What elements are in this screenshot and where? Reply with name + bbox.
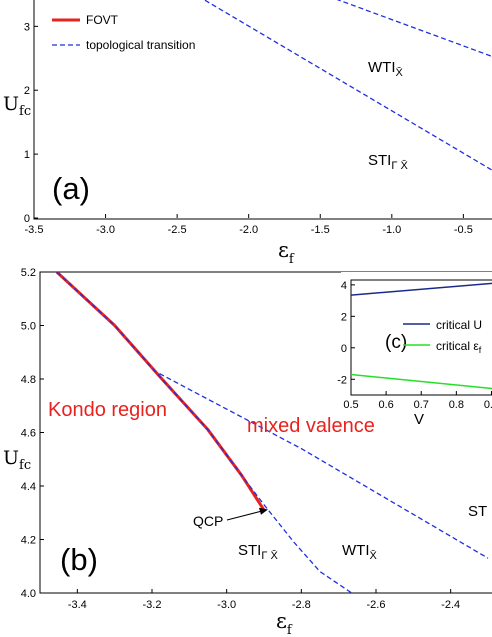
- x-tick-label: 0.8: [449, 399, 464, 411]
- y-tick-label: 4.4: [21, 481, 36, 493]
- legend: FOVT topological transition: [52, 13, 195, 52]
- inset-xlabel: V: [414, 411, 424, 428]
- y-tick-label: 4.6: [21, 428, 36, 440]
- annotation-sti-a: STIΓ X̄: [368, 152, 408, 172]
- panel-a-ticks: -3.5 -3.0 -2.5 -2.0 -1.5 -1.0 -0.5 0 1 2 3: [24, 21, 473, 236]
- x-tick-label: -3.0: [96, 224, 115, 236]
- panel-a: -3.5 -3.0 -2.5 -2.0 -1.5 -1.0 -0.5 0 1 2 3 FOVT to…: [3, 0, 492, 267]
- y-tick-label: 1: [24, 149, 30, 161]
- series-line: [336, 0, 492, 58]
- legend-fovt-label: FOVT: [86, 13, 119, 27]
- inset-c: 0.5 0.6 0.7 0.8 0.9 -2 0 2 4 (c) critical U crit…: [337, 272, 492, 428]
- x-tick-label: -2.4: [441, 599, 460, 611]
- series-line: [56, 272, 353, 593]
- annotation-wti-b: WTIX̄: [342, 542, 378, 562]
- annotation-st-cut: ST: [468, 503, 487, 520]
- y-tick-label: 5.2: [21, 267, 36, 279]
- x-tick-label: -2.5: [168, 224, 187, 236]
- x-tick-label: 0.6: [378, 399, 393, 411]
- x-tick-label: -2.8: [292, 599, 311, 611]
- panel-a-frame: [33, 0, 492, 220]
- annotation-qcp: QCP: [193, 513, 223, 529]
- y-tick-label: 4.0: [21, 588, 36, 600]
- series-line: [351, 373, 492, 390]
- panel-a-letter: (a): [52, 171, 90, 206]
- annotation-wti-a: WTIX̄: [368, 59, 404, 79]
- series-line: [159, 373, 489, 559]
- panel-b-letter: (b): [60, 542, 98, 577]
- series-line: [351, 282, 492, 296]
- y-tick-label: -2: [337, 374, 347, 386]
- panel-b-lines: [55, 272, 489, 593]
- x-tick-label: -1.0: [382, 224, 401, 236]
- x-tick-label: 0.5: [343, 399, 358, 411]
- inset-legend-u-label: critical U: [436, 318, 482, 332]
- x-tick-label: -3.4: [68, 599, 87, 611]
- x-tick-label: -3.5: [25, 224, 44, 236]
- annotation-mixed-valence: mixed valence: [247, 415, 375, 437]
- y-tick-label: 4: [341, 280, 347, 292]
- qcp-arrow: [226, 510, 263, 521]
- y-tick-label: 0: [24, 213, 30, 225]
- annotation-kondo-region: Kondo region: [48, 399, 167, 421]
- inset-lines: [351, 282, 492, 390]
- x-tick-label: -3.2: [143, 599, 162, 611]
- x-tick-label: -1.5: [311, 224, 330, 236]
- panel-a-lines: [203, 0, 492, 171]
- x-tick-label: -0.5: [454, 224, 473, 236]
- x-tick-label: -3.0: [217, 599, 236, 611]
- y-tick-label: 2: [341, 311, 347, 323]
- series-line: [55, 272, 266, 511]
- inset-letter: (c): [385, 332, 407, 353]
- x-tick-label: -2.0: [239, 224, 258, 236]
- legend-topo-label: topological transition: [86, 38, 195, 52]
- y-tick-label: 4.8: [21, 374, 36, 386]
- x-tick-label: 0.9: [484, 399, 492, 411]
- x-tick-label: 0.7: [414, 399, 429, 411]
- y-tick-label: 3: [24, 21, 30, 33]
- series-line: [203, 0, 492, 171]
- axis-ylabel-a: Ufc: [3, 93, 31, 119]
- y-tick-label: 2: [24, 85, 30, 97]
- y-tick-label: 4.2: [21, 535, 36, 547]
- panel-b-ticks: -3.4 -3.2 -3.0 -2.8 -2.6 -2.4 4.0 4.2 4.4 4.6 4.8 5…: [21, 267, 460, 611]
- qcp-arrowhead: [259, 507, 268, 515]
- inset-ticks: 0.5 0.6 0.7 0.8 0.9 -2 0 2 4: [337, 280, 492, 411]
- axis-xlabel-a: εf: [278, 238, 295, 267]
- axis-xlabel-b: εf: [276, 609, 293, 637]
- panel-b: -3.4 -3.2 -3.0 -2.8 -2.6 -2.4 4.0 4.2 4.4 4.6 4.8 5…: [3, 267, 492, 637]
- axis-ylabel-b: Ufc: [3, 447, 31, 473]
- y-tick-label: 0: [341, 343, 347, 355]
- inset-legend-e-label: critical εf: [436, 339, 482, 355]
- annotation-sti-b: STIΓ X̄: [238, 542, 278, 562]
- y-tick-label: 5.0: [21, 321, 36, 333]
- inset-frame: [350, 279, 492, 396]
- x-tick-label: -2.6: [367, 599, 386, 611]
